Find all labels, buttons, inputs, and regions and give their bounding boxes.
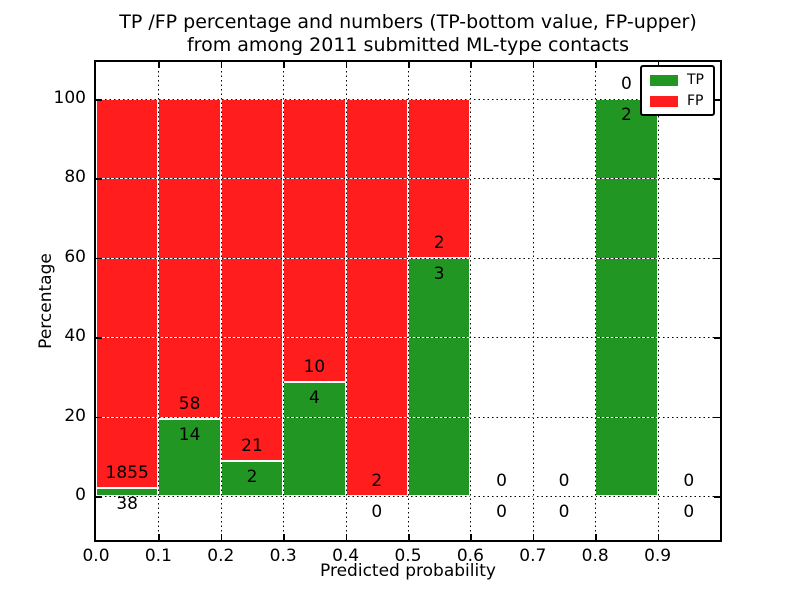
y-tick-right-40 (714, 337, 720, 339)
y-tick-left-40 (96, 337, 102, 339)
bar-count-label-fp-6: 0 (496, 471, 508, 491)
bar-count-label-tp-8: 2 (620, 105, 632, 125)
bar-count-label-fp-8: 0 (620, 74, 632, 94)
x-tick-top-0.8 (595, 62, 597, 68)
bar-count-label-tp-1: 14 (178, 424, 201, 445)
gridline-v-0.7 (532, 62, 534, 540)
gridline-v-0.3 (283, 62, 285, 540)
chart-title-line1: TP /FP percentage and numbers (TP-bottom… (119, 11, 697, 33)
x-tick-bottom-0.6 (470, 534, 472, 540)
y-tick-left-0 (96, 496, 102, 498)
legend-label-tp: TP (687, 72, 704, 88)
x-tick-bottom-0.9 (657, 534, 660, 540)
x-tick-bottom-0.1 (158, 534, 160, 540)
x-tick-top-0.2 (220, 62, 223, 68)
y-tick-left-20 (96, 416, 102, 419)
x-tick-top-0.3 (283, 62, 285, 68)
chart-title: TP /FP percentage and numbers (TP-bottom… (88, 11, 728, 57)
bar-segment-fp-3 (283, 99, 346, 383)
x-tick-top-0.7 (532, 62, 535, 68)
x-tick-top-0.1 (158, 62, 160, 68)
gridline-v-0.2 (220, 62, 222, 540)
gridline-v-0.6 (470, 62, 472, 540)
x-tick-label-0.1: 0.1 (144, 546, 172, 566)
y-tick-label-0: 0 (75, 485, 86, 505)
bar-segment-tp-1 (158, 418, 221, 496)
gridline-v-0.4 (345, 62, 347, 540)
plot-area: TP FP 1855 38 58 14 21 2 10 4 2 0 2 3 0 0 0 0 0 2 0 0 (94, 60, 722, 542)
gridline-v-0.5 (408, 62, 409, 540)
x-tick-bottom-0.7 (532, 534, 535, 540)
x-tick-label-0.6: 0.6 (456, 546, 484, 566)
y-tick-label-80: 80 (64, 167, 86, 188)
x-tick-label-0.5: 0.5 (394, 546, 422, 566)
x-tick-bottom-0.8 (595, 534, 597, 540)
bar-count-label-tp-2: 2 (246, 467, 258, 488)
gridline-v-0.9 (657, 62, 659, 540)
legend-swatch-fp-icon (650, 95, 678, 107)
y-tick-right-20 (714, 416, 720, 419)
bar-count-label-tp-5: 3 (433, 263, 445, 284)
chart-title-line2: from among 2011 submitted ML-type contac… (186, 34, 630, 56)
y-tick-right-80 (714, 178, 720, 180)
bar-count-label-fp-1: 58 (178, 393, 201, 414)
bar-segment-tp-0 (96, 488, 159, 496)
x-axis-label: Predicted probability (320, 561, 496, 581)
x-tick-bottom-0.5 (408, 534, 410, 540)
bar-count-label-fp-3: 10 (303, 357, 326, 378)
y-tick-label-20: 20 (64, 405, 86, 426)
x-tick-bottom-0.3 (283, 534, 285, 540)
gridline-v-0.8 (595, 62, 597, 540)
x-tick-top-0.5 (408, 62, 410, 68)
bar-segment-fp-1 (158, 99, 221, 419)
y-tick-label-60: 60 (64, 246, 86, 267)
bar-count-label-tp-4: 0 (371, 502, 383, 522)
bar-count-label-tp-9: 0 (683, 502, 695, 522)
bar-count-label-fp-7: 0 (558, 471, 570, 491)
bar-count-label-fp-4: 2 (371, 471, 383, 491)
x-tick-label-0.8: 0.8 (581, 546, 609, 566)
bar-segment-fp-2 (220, 99, 284, 462)
bar-segment-fp-0 (96, 99, 159, 489)
legend-label-fp: FP (687, 93, 704, 109)
x-tick-label-0.2: 0.2 (207, 546, 235, 566)
bar-segment-tp-3 (283, 382, 346, 496)
bar-count-label-tp-3: 4 (308, 388, 320, 409)
bar-segment-fp-4 (345, 99, 408, 496)
bar-count-label-tp-7: 0 (558, 502, 570, 522)
bar-count-label-fp-9: 0 (683, 471, 695, 491)
legend-item-fp: FP (650, 94, 704, 108)
bar-segment-tp-8 (595, 99, 658, 496)
bar-count-label-fp-2: 21 (241, 436, 263, 457)
bar-segment-tp-5 (408, 257, 471, 496)
x-tick-top-0.6 (470, 62, 472, 68)
y-tick-left-60 (96, 257, 102, 260)
bar-count-label-fp-0: 1855 (105, 463, 149, 484)
bar-count-label-fp-5: 2 (433, 232, 445, 253)
x-tick-bottom-0.4 (345, 534, 348, 540)
y-tick-right-0 (714, 496, 720, 498)
legend-item-tp: TP (650, 73, 704, 87)
bar-count-label-tp-0: 38 (116, 494, 139, 515)
x-tick-label-0.3: 0.3 (269, 546, 297, 566)
x-tick-bottom-0.2 (220, 534, 223, 540)
gridline-v-0.1 (158, 62, 160, 540)
x-tick-label-0.9: 0.9 (644, 546, 672, 566)
y-tick-label-100: 100 (53, 88, 86, 108)
bar-count-label-tp-6: 0 (496, 502, 508, 522)
y-tick-label-40: 40 (64, 326, 86, 347)
legend-swatch-tp-icon (650, 74, 678, 86)
y-tick-left-80 (96, 178, 102, 180)
x-tick-label-0.0: 0.0 (82, 546, 110, 566)
x-tick-label-0.4: 0.4 (332, 546, 360, 566)
legend: TP FP (640, 65, 715, 116)
y-tick-right-100 (714, 99, 720, 101)
y-tick-left-100 (96, 99, 102, 101)
x-tick-label-0.7: 0.7 (519, 546, 547, 566)
x-tick-top-0.4 (345, 62, 348, 68)
y-tick-right-60 (714, 257, 720, 260)
